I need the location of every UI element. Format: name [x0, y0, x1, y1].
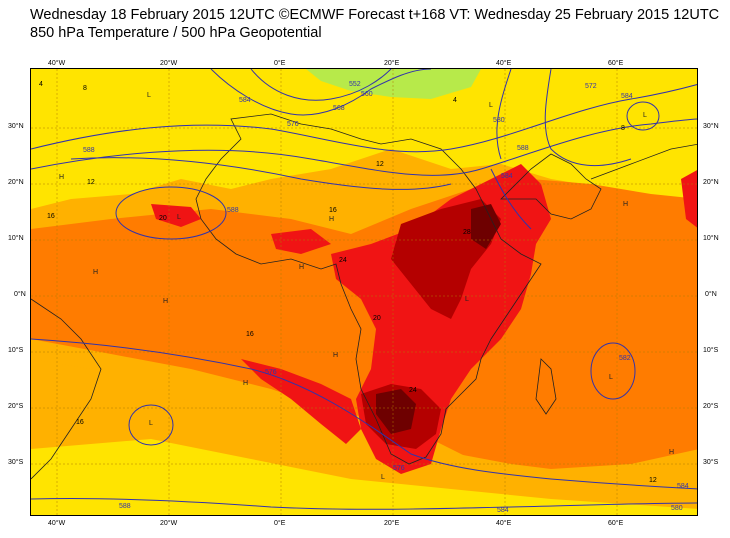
- title-line-fields: 850 hPa Temperature / 500 hPa Geopotenti…: [30, 25, 322, 41]
- geopotential-label: 588: [227, 207, 239, 214]
- lat-tick-right: 10°S: [703, 347, 719, 354]
- low-marker: L: [489, 102, 493, 109]
- temp-label: 12: [649, 477, 657, 484]
- coastlines: [31, 113, 697, 480]
- geopotential-label: 572: [585, 83, 597, 90]
- geopotential-label: 584: [239, 97, 251, 104]
- lon-tick-top: 40°W: [48, 60, 66, 67]
- lat-tick-left: 20°N: [8, 179, 24, 186]
- low-marker: L: [381, 474, 385, 481]
- lat-tick-right: 10°N: [703, 235, 719, 242]
- temp-label: 28: [463, 229, 471, 236]
- temp-label: 16: [246, 331, 254, 338]
- temp-label: 12: [87, 179, 95, 186]
- geopotential-label: 552: [349, 81, 361, 88]
- lon-tick-bottom: 40°E: [496, 520, 512, 527]
- lon-tick-top: 0°E: [274, 60, 286, 67]
- high-marker: H: [329, 216, 334, 223]
- temp-label: 4: [39, 81, 43, 88]
- temp-band-cool-green: [306, 69, 481, 99]
- temp-label: 12: [376, 161, 384, 168]
- geopotential-label: 576: [287, 121, 299, 128]
- geopotential-label: 580: [493, 117, 505, 124]
- high-marker: H: [299, 264, 304, 271]
- map-canvas: H H H H H H H H H L L L L L L L L: [31, 69, 697, 515]
- low-marker: L: [177, 214, 181, 221]
- geopotential-label: 576: [393, 465, 405, 472]
- geopotential-contours: [31, 69, 697, 510]
- lat-tick-left: 10°S: [8, 347, 24, 354]
- temp-label: 24: [339, 257, 347, 264]
- temp-label: 8: [83, 85, 87, 92]
- geopotential-label: 588: [517, 145, 529, 152]
- temp-band-darkest-north: [471, 204, 501, 249]
- title-line-forecast: Wednesday 18 February 2015 12UTC ©ECMWF …: [30, 7, 720, 23]
- lon-tick-bottom: 0°E: [274, 520, 286, 527]
- lat-tick-right: 20°S: [703, 403, 719, 410]
- lat-tick-right: 0°N: [705, 291, 717, 298]
- temp-label: 4: [453, 97, 457, 104]
- low-marker: L: [147, 92, 151, 99]
- low-marker: L: [609, 374, 613, 381]
- low-marker: L: [149, 420, 153, 427]
- high-marker: H: [333, 352, 338, 359]
- temp-band-ne-yellow: [611, 69, 697, 129]
- temp-label: 20: [159, 215, 167, 222]
- high-marker: H: [623, 201, 628, 208]
- high-marker: H: [243, 380, 248, 387]
- lat-tick-right: 30°N: [703, 123, 719, 130]
- geopotential-label: 588: [83, 147, 95, 154]
- high-marker: H: [669, 449, 674, 456]
- lat-tick-left: 20°S: [8, 403, 24, 410]
- geopotential-label: 582: [619, 355, 631, 362]
- map-title: Wednesday 18 February 2015 12UTC ©ECMWF …: [30, 6, 719, 42]
- lat-tick-left: 10°N: [8, 235, 24, 242]
- pressure-markers: H H H H H H H H H L L L L L L L L: [59, 92, 674, 481]
- lat-tick-left: 30°N: [8, 123, 24, 130]
- lon-tick-top: 60°E: [608, 60, 624, 67]
- temp-label: 8: [621, 125, 625, 132]
- temp-label: 16: [47, 213, 55, 220]
- temp-band-red-west-2: [151, 204, 201, 227]
- temp-band-darkest-south: [376, 389, 416, 434]
- temp-label: 16: [329, 207, 337, 214]
- low-marker: L: [465, 296, 469, 303]
- temp-label: 20: [373, 315, 381, 322]
- lon-tick-bottom: 20°E: [384, 520, 400, 527]
- geopotential-label: 568: [333, 105, 345, 112]
- high-marker: H: [93, 269, 98, 276]
- lon-tick-bottom: 40°W: [48, 520, 66, 527]
- graticule: [31, 69, 697, 515]
- temp-band-red-east: [681, 170, 697, 228]
- temp-band-red-west: [271, 229, 331, 254]
- lat-tick-right: 30°S: [703, 459, 719, 466]
- lon-tick-top: 20°E: [384, 60, 400, 67]
- temp-band-red-southwest: [241, 359, 361, 444]
- geopotential-label: 584: [501, 173, 513, 180]
- temp-label: 24: [409, 387, 417, 394]
- weather-map[interactable]: H H H H H H H H H L L L L L L L L 4 8 12…: [30, 68, 698, 516]
- geopotential-label: 584: [621, 93, 633, 100]
- geopotential-label: 584: [677, 483, 689, 490]
- high-marker: H: [59, 174, 64, 181]
- geopotential-label: 576: [265, 369, 277, 376]
- lon-tick-bottom: 20°W: [160, 520, 178, 527]
- lon-tick-bottom: 60°E: [608, 520, 624, 527]
- temp-band-north-yellow: [31, 69, 697, 219]
- lat-tick-left: 0°N: [14, 291, 26, 298]
- temp-label: 16: [76, 419, 84, 426]
- lon-tick-top: 20°W: [160, 60, 178, 67]
- geopotential-label: 580: [671, 505, 683, 512]
- geopotential-label: 584: [497, 507, 509, 514]
- temp-band-south-yellow: [31, 439, 697, 515]
- geopotential-label: 560: [361, 91, 373, 98]
- lon-tick-top: 40°E: [496, 60, 512, 67]
- lat-tick-left: 30°S: [8, 459, 24, 466]
- lat-tick-right: 20°N: [703, 179, 719, 186]
- geopotential-label: 588: [119, 503, 131, 510]
- low-marker: L: [643, 112, 647, 119]
- high-marker: H: [163, 298, 168, 305]
